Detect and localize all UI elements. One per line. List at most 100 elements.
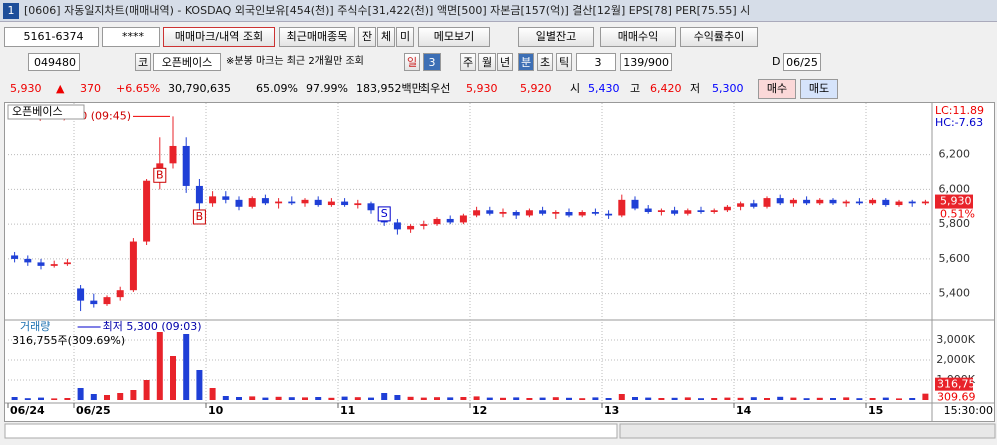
quote-item: 5,300 xyxy=(712,82,744,95)
volume-bar xyxy=(104,395,110,400)
password-field[interactable]: **** xyxy=(102,27,160,47)
toolbar-button[interactable]: 체 xyxy=(377,27,395,47)
volume-bar xyxy=(328,397,335,400)
candle-body xyxy=(895,201,903,206)
period-button[interactable]: 년 xyxy=(497,53,513,71)
period-button[interactable]: 월 xyxy=(478,53,496,71)
volume-bar xyxy=(447,397,454,400)
volume-bar xyxy=(24,398,31,400)
period-button[interactable]: 초 xyxy=(537,53,553,71)
volume-bar xyxy=(909,398,916,400)
candle-body xyxy=(525,210,533,216)
volume-bar xyxy=(750,397,757,400)
title-bar xyxy=(0,0,997,22)
trade-mark xyxy=(192,209,206,225)
volume-bar xyxy=(816,397,823,400)
volume-tick-label: 3,000K xyxy=(936,333,975,346)
volume-bar xyxy=(434,397,440,400)
toolbar-button[interactable]: 최근매매종목 xyxy=(279,27,355,47)
quote-item: 저 xyxy=(690,82,701,95)
x-tick-label: 06/25 xyxy=(76,404,111,417)
volume-bar xyxy=(249,396,256,400)
toolbar-button[interactable]: 잔 xyxy=(358,27,376,47)
volume-bar xyxy=(315,397,322,400)
window-title: [0606] 자동일지차트(매매내역) - KOSDAQ 외국인보유[454(천… xyxy=(24,4,751,17)
volume-bar xyxy=(354,397,361,400)
code-field[interactable]: 049480 xyxy=(28,53,80,71)
volume-bar xyxy=(882,397,889,400)
quote-item: 30,790,635 xyxy=(168,82,231,95)
candle-body xyxy=(169,145,177,164)
trade-mark-label: S xyxy=(381,207,388,220)
volume-bar xyxy=(381,393,388,400)
volume-bar xyxy=(724,397,731,400)
toolbar-button[interactable]: 미 xyxy=(396,27,414,47)
volume-bar xyxy=(368,397,374,400)
candle-body xyxy=(314,199,322,206)
quote-item: 65.09% xyxy=(256,82,298,95)
candle-body xyxy=(803,199,811,204)
volume-bar xyxy=(460,397,467,400)
y-tick-label: 5,800 xyxy=(939,217,971,230)
volume-bar xyxy=(262,397,269,400)
date-field[interactable]: 06/25 xyxy=(783,53,821,71)
volume-bar xyxy=(513,397,520,400)
candle-body xyxy=(605,213,613,216)
candle-body xyxy=(103,297,111,305)
candle-body xyxy=(644,208,652,212)
volume-bar xyxy=(579,398,586,400)
toolbar-button[interactable]: 메모보기 xyxy=(418,27,490,47)
low-label: 최저 5,300 (09:03) xyxy=(103,320,202,333)
stock-name[interactable]: 오픈베이스 xyxy=(153,53,221,71)
period-button[interactable]: 틱 xyxy=(556,53,572,71)
candle-body xyxy=(723,206,731,211)
candle-body xyxy=(50,264,58,266)
period-button[interactable]: 분 xyxy=(518,53,534,71)
candle-body xyxy=(182,145,190,186)
period-button[interactable]: 3 xyxy=(423,53,441,71)
candle-body xyxy=(921,201,929,204)
candle-body xyxy=(684,210,692,214)
candle-body xyxy=(750,203,758,207)
candle-body xyxy=(459,215,467,223)
volume-bar xyxy=(473,396,480,400)
market-button[interactable]: 코 xyxy=(135,53,151,71)
candle-body xyxy=(393,222,401,230)
quote-item: 370 xyxy=(80,82,101,95)
period-button[interactable]: 주 xyxy=(460,53,476,71)
candle-body xyxy=(222,196,230,200)
candle-body xyxy=(367,203,375,211)
buy-button[interactable]: 매수 xyxy=(758,79,796,99)
toolbar-button[interactable]: 매매마크/내역 조회 xyxy=(163,27,275,47)
scroll-controls xyxy=(619,423,996,439)
volume-bar xyxy=(236,397,242,400)
toolbar-button[interactable]: 일별잔고 xyxy=(518,27,594,47)
volume-bar xyxy=(843,397,850,400)
volume-bar xyxy=(341,396,348,400)
candle-body xyxy=(420,224,428,226)
x-tick-label: 15 xyxy=(868,404,883,417)
toolbar-button[interactable]: 매매수익 xyxy=(600,27,676,47)
volume-bar xyxy=(143,380,150,400)
candle-body xyxy=(301,199,309,204)
candle-body xyxy=(565,212,573,216)
last-price-label: 5,930 xyxy=(940,195,972,208)
window-badge: 1 xyxy=(3,3,19,19)
sell-button[interactable]: 매도 xyxy=(800,79,838,99)
toolbar-button[interactable]: 수익률추이 xyxy=(680,27,758,47)
volume-bar xyxy=(896,398,902,400)
volume-bar xyxy=(777,396,784,400)
quote-item: 183,952백만 xyxy=(356,82,422,95)
candle-body xyxy=(11,255,19,259)
account-field[interactable]: 5161-6374 xyxy=(4,27,99,47)
candle-body xyxy=(275,201,283,204)
candle-body xyxy=(77,288,85,301)
period-button[interactable]: 일 xyxy=(404,53,420,71)
last-price-tag xyxy=(935,194,973,209)
quote-item: 고 xyxy=(630,82,641,95)
candle-body xyxy=(261,198,269,204)
volume-bar xyxy=(790,397,797,400)
volume-bar xyxy=(288,397,295,400)
interval-field[interactable]: 3 xyxy=(576,53,616,71)
